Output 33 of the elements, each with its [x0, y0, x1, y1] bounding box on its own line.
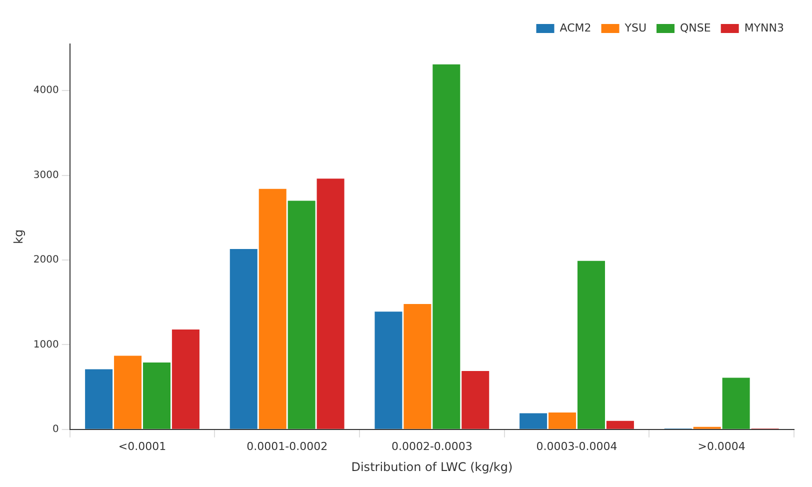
- y-tick-label: 2000: [33, 254, 59, 266]
- bar: [85, 369, 113, 429]
- bar: [404, 304, 432, 429]
- bar: [172, 329, 200, 429]
- bar: [577, 260, 605, 429]
- bar: [462, 370, 490, 429]
- bar: [258, 188, 286, 429]
- legend-label: YSU: [624, 21, 647, 34]
- x-tick-label: 0.0002-0.0003: [391, 440, 472, 453]
- bar: [230, 248, 258, 429]
- y-tick-label: 0: [52, 424, 59, 435]
- y-tick-label: 4000: [33, 85, 59, 96]
- bar: [288, 200, 316, 429]
- bar: [606, 420, 634, 429]
- bar: [722, 378, 750, 429]
- bar: [142, 362, 171, 429]
- x-tick-label: >0.0004: [698, 440, 746, 453]
- y-axis-title: kg: [11, 229, 26, 244]
- bar: [520, 413, 548, 429]
- legend-label: QNSE: [680, 21, 711, 34]
- y-tick-label: 3000: [33, 170, 59, 181]
- bar: [374, 312, 402, 429]
- x-tick-label: 0.0003-0.0004: [536, 440, 618, 453]
- legend-label: MYNN3: [744, 21, 784, 34]
- x-axis-title: Distribution of LWC (kg/kg): [351, 460, 513, 474]
- bar: [316, 178, 344, 429]
- bar: [114, 356, 142, 429]
- x-tick-label: <0.0001: [118, 440, 166, 453]
- bar: [432, 64, 460, 429]
- x-tick-label: 0.0001-0.0002: [246, 440, 328, 453]
- bar: [548, 412, 576, 429]
- y-tick-label: 1000: [33, 339, 59, 350]
- legend-label: ACM2: [560, 21, 592, 34]
